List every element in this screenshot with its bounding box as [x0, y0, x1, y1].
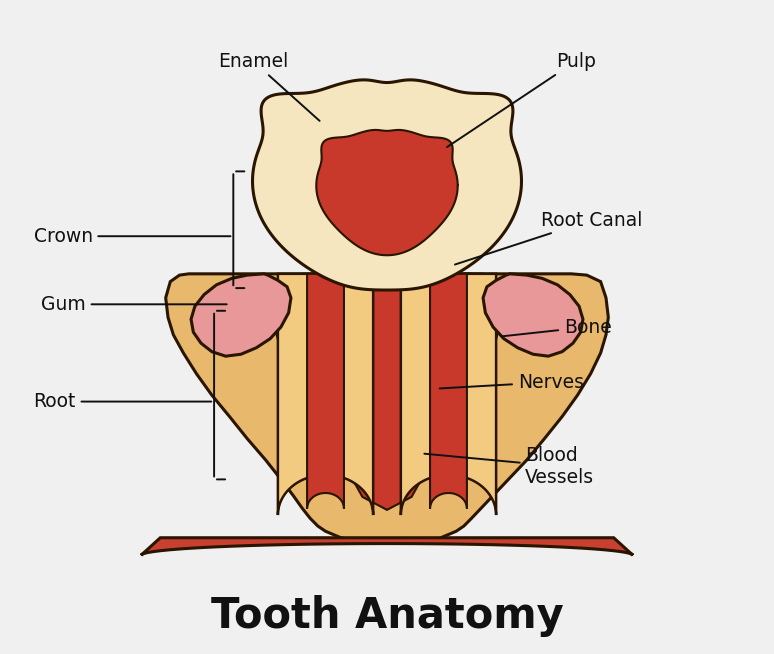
Polygon shape [278, 274, 373, 515]
Polygon shape [401, 274, 496, 515]
Text: Pulp: Pulp [447, 52, 596, 147]
Polygon shape [252, 80, 522, 290]
Text: Root Canal: Root Canal [455, 211, 642, 264]
Text: Tooth Anatomy: Tooth Anatomy [211, 594, 563, 636]
Polygon shape [307, 274, 344, 509]
Text: Gum: Gum [41, 295, 227, 314]
Polygon shape [317, 130, 457, 255]
Polygon shape [430, 274, 467, 509]
Text: Blood
Vessels: Blood Vessels [424, 446, 594, 487]
Polygon shape [191, 274, 291, 356]
Text: Bone: Bone [502, 317, 611, 337]
Text: Root: Root [33, 392, 211, 411]
Text: Nerves: Nerves [440, 373, 584, 392]
Text: Enamel: Enamel [218, 52, 320, 121]
Polygon shape [483, 274, 583, 356]
Polygon shape [276, 274, 498, 510]
Polygon shape [141, 538, 633, 555]
Polygon shape [166, 274, 608, 542]
Text: Crown: Crown [33, 227, 231, 246]
